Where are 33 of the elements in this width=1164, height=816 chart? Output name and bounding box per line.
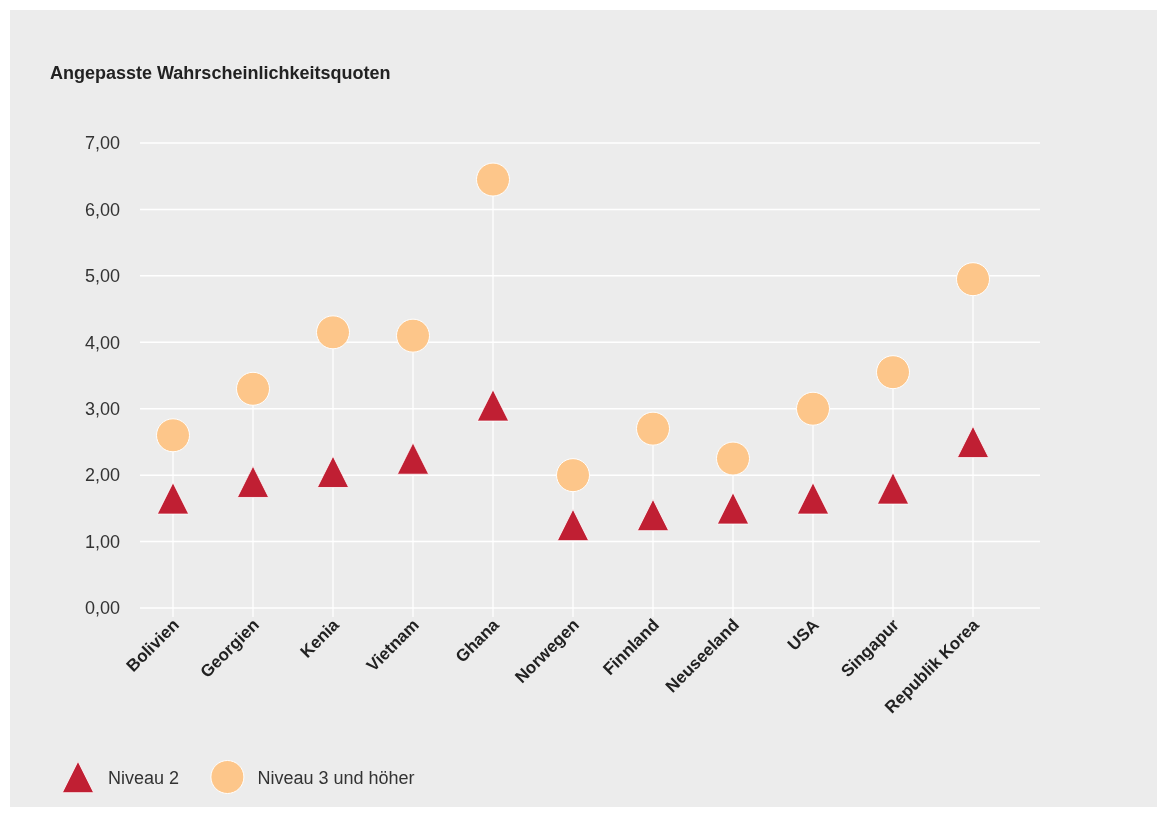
point (716, 441, 750, 476)
point (316, 455, 350, 488)
y-tick-label: 0,00 (84, 598, 120, 619)
point (156, 482, 190, 515)
point (236, 465, 270, 498)
y-tick-label: 5,00 (84, 266, 120, 287)
point (316, 315, 350, 350)
point (236, 371, 270, 406)
point (796, 482, 830, 515)
point (716, 492, 750, 525)
y-tick-label: 3,00 (84, 399, 120, 420)
legend-label: Niveau 3 und höher (257, 768, 415, 788)
point (476, 162, 510, 197)
y-tick-label: 2,00 (84, 465, 120, 486)
point (636, 411, 670, 446)
point (396, 442, 430, 475)
point (956, 425, 990, 458)
point (876, 355, 910, 390)
point (396, 318, 430, 353)
point (876, 472, 910, 505)
point (156, 418, 190, 453)
point (556, 458, 590, 493)
y-tick-label: 4,00 (84, 332, 120, 353)
legend-label: Niveau 2 (108, 768, 180, 788)
point (556, 508, 590, 542)
y-tick-label: 6,00 (84, 199, 120, 220)
y-tick-label: 1,00 (84, 531, 120, 552)
point (796, 391, 830, 426)
y-tick-label: 7,00 (84, 133, 120, 154)
point (636, 498, 670, 532)
chart-title: Angepasste Wahrscheinlichkeitsquoten (50, 63, 391, 83)
point (956, 262, 990, 297)
point (476, 389, 510, 422)
